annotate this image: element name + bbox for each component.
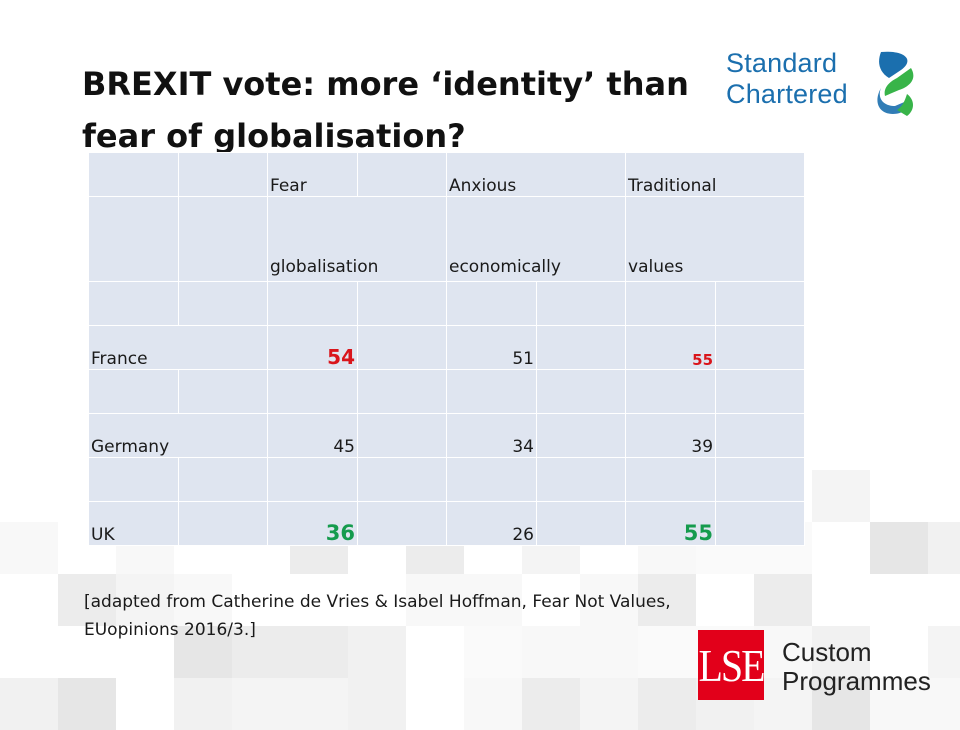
mosaic-square	[464, 574, 522, 626]
logo-text-line-1: Standard	[726, 48, 838, 78]
mosaic-square	[812, 470, 870, 522]
title-line-1: BREXIT vote: more ‘identity’ than	[82, 65, 689, 103]
table-row: France 54 51 55	[88, 325, 806, 370]
table-spacer-row	[88, 281, 806, 326]
logo-text-line-2: Chartered	[726, 79, 848, 109]
uk-traditional-value: 55	[625, 501, 717, 546]
mosaic-square	[870, 522, 928, 574]
table-row: UK 36 26 55	[88, 501, 806, 546]
mosaic-square	[928, 626, 960, 678]
germany-traditional-value: 39	[625, 413, 717, 458]
mosaic-square	[928, 678, 960, 730]
lse-logo-box: LSE	[698, 630, 766, 700]
france-fear-value: 54	[267, 325, 358, 370]
mosaic-square	[232, 678, 290, 730]
mosaic-square	[580, 574, 638, 626]
mosaic-square	[812, 626, 870, 678]
table-row: Germany 45 34 39	[88, 413, 806, 458]
france-traditional-value: 55	[625, 325, 717, 370]
mosaic-square	[638, 574, 696, 626]
mosaic-square	[348, 678, 406, 730]
mosaic-square	[928, 522, 960, 574]
mosaic-square	[522, 626, 580, 678]
header-economically: economically	[449, 257, 561, 277]
mosaic-square	[174, 574, 232, 626]
country-germany: Germany	[88, 413, 268, 458]
lse-logo-letters: LSE	[698, 639, 765, 691]
lse-text-line-1: Custom	[782, 637, 872, 667]
germany-fear-value: 45	[267, 413, 358, 458]
country-uk: UK	[88, 501, 179, 546]
mosaic-square	[638, 626, 696, 678]
mosaic-square	[522, 678, 580, 730]
mosaic-square	[638, 678, 696, 730]
mosaic-square	[290, 678, 348, 730]
header-values: values	[628, 257, 684, 277]
mosaic-square	[58, 678, 116, 730]
mosaic-square	[174, 626, 232, 678]
mosaic-square	[58, 574, 116, 626]
standard-chartered-mark-icon	[877, 51, 914, 116]
source-line-1: [adapted from Catherine de Vries & Isabe…	[84, 592, 671, 612]
france-anxious-value: 51	[446, 325, 537, 370]
table-spacer-row	[88, 457, 806, 502]
mosaic-square	[464, 678, 522, 730]
source-line-2: EUopinions 2016/3.]	[84, 620, 256, 640]
mosaic-square	[174, 678, 232, 730]
header-traditional: Traditional	[625, 152, 806, 197]
mosaic-square	[348, 626, 406, 678]
mosaic-square	[580, 678, 638, 730]
lse-custom-programmes-text: Custom Programmes	[782, 638, 931, 696]
table-spacer-row	[88, 369, 806, 414]
uk-anxious-value: 26	[446, 501, 537, 546]
uk-fear-value: 36	[267, 501, 358, 546]
mosaic-square	[406, 574, 464, 626]
mosaic-square	[754, 574, 812, 626]
source-citation: [adapted from Catherine de Vries & Isabe…	[84, 588, 784, 644]
mosaic-square	[0, 678, 58, 730]
table-header-row-1: Fear Anxious Traditional	[88, 152, 806, 197]
survey-table: Fear Anxious Traditional globalisation e…	[88, 152, 806, 546]
mosaic-square	[580, 626, 638, 678]
table-header-row-2: globalisation economically values	[88, 196, 806, 282]
lse-text-line-2: Programmes	[782, 666, 931, 696]
header-anxious: Anxious	[445, 152, 627, 197]
title-line-2: fear of globalisation?	[82, 117, 466, 155]
header-fear: Fear	[267, 152, 358, 197]
slide-title: BREXIT vote: more ‘identity’ than fear o…	[82, 58, 702, 162]
country-france: France	[88, 325, 268, 370]
germany-anxious-value: 34	[446, 413, 537, 458]
mosaic-square	[0, 522, 58, 574]
header-globalisation: globalisation	[270, 257, 379, 277]
mosaic-square	[464, 626, 522, 678]
mosaic-square	[232, 626, 290, 678]
mosaic-square	[116, 574, 174, 626]
mosaic-square	[290, 626, 348, 678]
